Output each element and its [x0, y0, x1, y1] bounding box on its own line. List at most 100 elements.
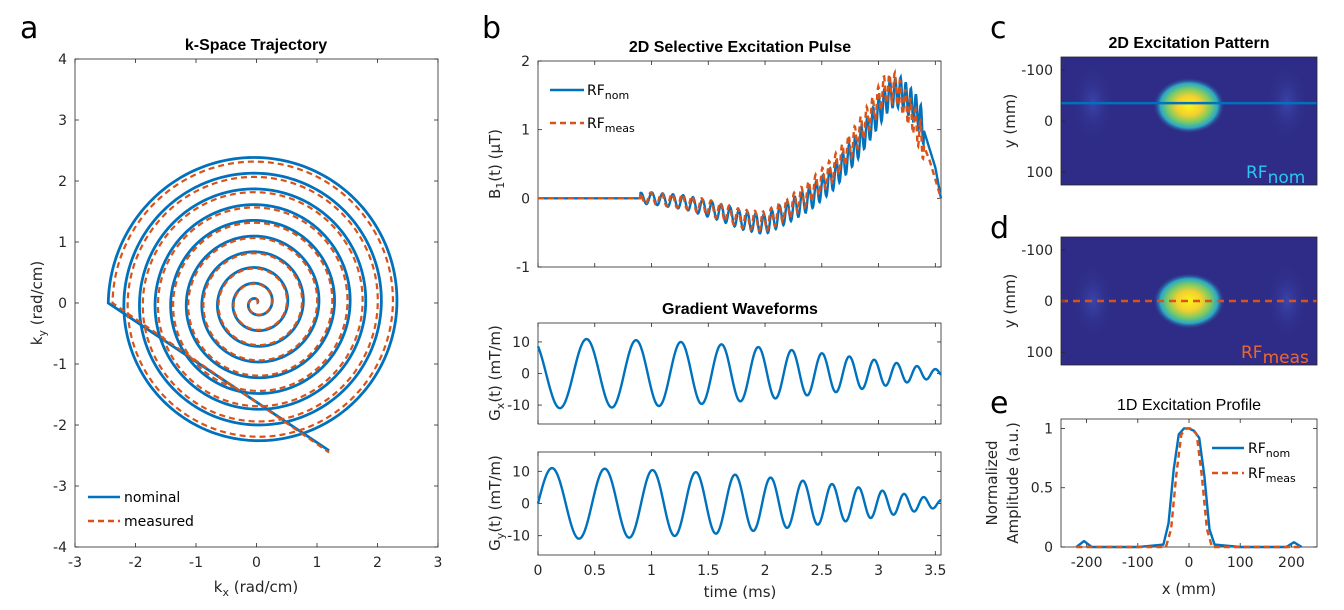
panel-d-rfmeas-tag: RFmeas	[1241, 343, 1309, 368]
panel-letter-b: b	[482, 11, 501, 46]
panel-e-ytick-label: 1	[1044, 421, 1053, 437]
panel-e-xlabel: x (mm)	[1162, 580, 1217, 598]
gradient-curve-Gx	[536, 337, 942, 410]
panel-d-ticks: -100 0 100	[1021, 243, 1065, 361]
panel-a-ytick-label: 1	[58, 235, 67, 251]
legend-nominal-label: nominal	[124, 490, 180, 506]
legend-rfnom-label: RFnom	[587, 83, 629, 102]
panel-e-legend: RFnom RFmeas	[1212, 441, 1296, 485]
panel-e-xtick-label: -200	[1071, 555, 1103, 571]
panel-d-ytick-label: -100	[1021, 243, 1053, 259]
spiral-measured	[111, 160, 395, 454]
legend-e-rfmeas-label: RFmeas	[1248, 466, 1296, 485]
panel-b-grad-title: Gradient Waveforms	[662, 301, 818, 318]
panel-e-xtick-label: 100	[1227, 555, 1254, 571]
panel-a-ytick-label: 0	[58, 296, 67, 312]
panel-b_gy-xtick-label: 3.5	[924, 563, 946, 579]
panel-a-xtick-label: 2	[373, 555, 382, 571]
panel-a-xtick-label: 1	[313, 555, 322, 571]
panel-c-heatmap	[1061, 57, 1317, 185]
panel-e-xtick-label: 0	[1185, 555, 1194, 571]
panel-e-ytick-label: 0.5	[1031, 481, 1053, 497]
panel-b-xlabel: time (ms)	[704, 583, 777, 601]
panel-letter-c: c	[990, 11, 1007, 46]
panel-a-xtick-label: 0	[252, 555, 261, 571]
panel-e-plot	[1075, 427, 1303, 549]
panel-b-gy-axes	[537, 451, 942, 556]
panel-letter-e: e	[990, 386, 1008, 421]
panel-b_gy-ytick-label: 10	[512, 464, 530, 480]
panel-c-ytick-label: 0	[1044, 114, 1053, 130]
panel-b_gy-xtick-label: 3	[874, 563, 883, 579]
panel-c-excitation-spot	[1153, 77, 1225, 134]
panel-d-sidelobe-left	[1071, 261, 1115, 341]
panel-b-legend: RFnom RFmeas	[550, 83, 635, 135]
panel-b_gy-ytick-label: -10	[507, 529, 530, 545]
panel-b_gy-xtick-label: 0.5	[584, 563, 606, 579]
panel-e-ylabel-line2: Amplitude (a.u.)	[1004, 422, 1022, 544]
panel-c-rfnom-tag: RFnom	[1246, 163, 1305, 188]
panel-b-rf-ytick-label: -1	[516, 260, 530, 276]
panel-b-rf-ytick-label: 2	[521, 54, 530, 70]
panel-b-gy-ticks: 0 0.5 1 1.5 2 2.5 3 3.5 -10 0 10	[507, 452, 946, 579]
panel-a-xtick-label: -1	[189, 555, 203, 571]
panel-b-gy-ylabel: Gy(t) (mT/m)	[486, 455, 507, 551]
gradient-curve-Gy	[536, 466, 942, 540]
legend-measured-label: measured	[124, 514, 194, 530]
panel-b-rf-ytick-label: 0	[521, 191, 530, 207]
panel-b_gy-xtick-label: 1.5	[697, 563, 719, 579]
panel-d-heatmap	[1061, 237, 1317, 365]
panel-a-title: k-Space Trajectory	[185, 37, 327, 54]
panel-b-rf-plot	[538, 68, 943, 235]
panel-e-title: 1D Excitation Profile	[1117, 397, 1261, 414]
panel-c-ytick-label: -100	[1021, 63, 1053, 79]
panel-b_gy-xtick-label: 2.5	[811, 563, 833, 579]
panel-a-ytick-label: 4	[58, 52, 67, 68]
panel-b-title: 2D Selective Excitation Pulse	[629, 39, 851, 56]
panel-a-xtick-label: -2	[129, 555, 143, 571]
panel-a-xtick-label: -3	[68, 555, 82, 571]
panel-a-ytick-label: 2	[58, 174, 67, 190]
panel-b_gx-ytick-label: -10	[507, 398, 530, 414]
panel-letter-a: a	[20, 11, 38, 46]
panel-a-xtick-label: 3	[434, 555, 443, 571]
legend-e-rfnom-label: RFnom	[1248, 441, 1290, 460]
legend-rfmeas-label: RFmeas	[587, 116, 635, 135]
panel-a-xlabel: kx (rad/cm)	[214, 578, 298, 599]
panel-d-ytick-label: 100	[1026, 345, 1053, 361]
panel-c-ylabel: y (mm)	[1001, 94, 1019, 149]
panel-e-xtick-label: 200	[1278, 555, 1305, 571]
profile-curve-RFmeas	[1076, 427, 1302, 549]
panel-b-rf-ticks: -1 0 1 2	[516, 54, 941, 276]
panel-b-rf-ytick-label: 1	[521, 123, 530, 139]
panel-d-ylabel: y (mm)	[1001, 274, 1019, 329]
panel-a-plot	[106, 156, 399, 454]
panel-b-gx-ticks: -10 0 10	[507, 323, 941, 424]
panel-c-ticks: -100 0 100	[1021, 63, 1065, 181]
panel-b-rf-ylabel: B1(t) (µT)	[486, 129, 507, 199]
panel-d-sidelobe-right	[1265, 261, 1309, 341]
panel-a-ytick-label: -3	[53, 479, 67, 495]
panel-e-ticks: -200 -100 0 100 200 0 0.5 1	[1031, 419, 1317, 571]
panel-c-ytick-label: 100	[1026, 165, 1053, 181]
panel-b_gx-ytick-label: 0	[521, 367, 530, 383]
panel-a-ytick-label: -1	[53, 357, 67, 373]
panel-b_gy-ytick-label: 0	[521, 497, 530, 513]
panel-b_gy-xtick-label: 1	[647, 563, 656, 579]
panel-b_gy-xtick-label: 0	[534, 563, 543, 579]
panel-a-ytick-label: 3	[58, 113, 67, 129]
panel-e-ylabel-line1: Normalized	[983, 440, 1001, 525]
panel-b-gx-ylabel: Gx(t) (mT/m)	[486, 325, 507, 421]
panel-d-excitation-spot	[1153, 273, 1225, 329]
panel-b_gy-xtick-label: 2	[761, 563, 770, 579]
panel-e-xtick-label: -100	[1122, 555, 1154, 571]
panel-c-title: 2D Excitation Pattern	[1109, 35, 1270, 52]
panel-a-ytick-label: -4	[53, 540, 67, 556]
panel-d-ytick-label: 0	[1044, 294, 1053, 310]
panel-a-ylabel: ky (rad/cm)	[28, 261, 49, 345]
panel-a-legend: nominal measured	[88, 490, 194, 530]
panel-b-rf-axes	[537, 60, 942, 268]
panel-b_gx-ytick-label: 10	[512, 335, 530, 351]
